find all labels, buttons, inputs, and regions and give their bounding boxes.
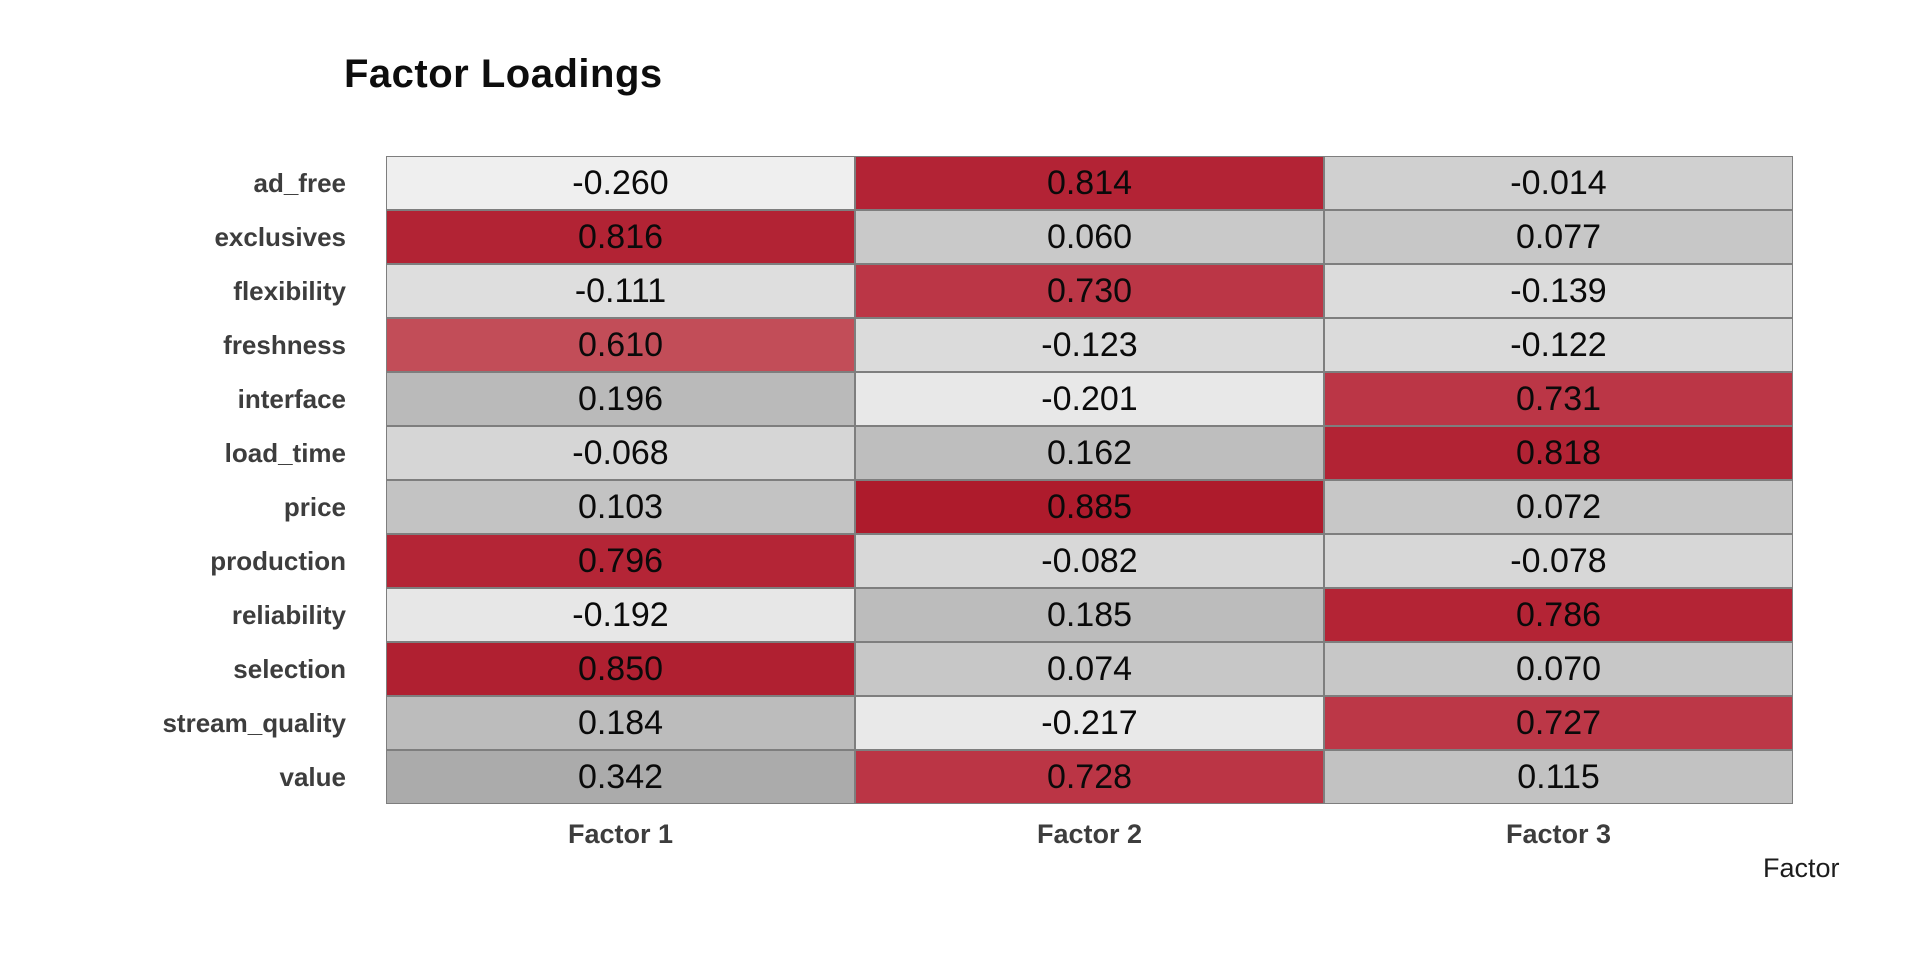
row-label: price [283,492,346,522]
heatmap-cell: -0.217 [855,696,1324,750]
heatmap-grid: -0.260 0.814 -0.014 0.816 0.060 0.077 -0.111 0.… [386,156,1793,804]
heatmap-cell: -0.139 [1324,264,1793,318]
heatmap-cell: 0.816 [386,210,855,264]
heatmap-cell: 0.731 [1324,372,1793,426]
heatmap-cell: 0.814 [855,156,1324,210]
row-label: load_time [224,438,346,468]
row-label: value [279,762,347,792]
heatmap-cell: 0.185 [855,588,1324,642]
chart-title: Factor Loadings [344,52,663,96]
row-labels: ad_free exclusives flexibility freshness int… [0,156,366,804]
heatmap-cell: 0.728 [855,750,1324,804]
heatmap-cell: 0.818 [1324,426,1793,480]
column-header: Factor 1 [567,819,674,849]
column-header: Factor 3 [1505,819,1612,849]
heatmap-cell: -0.123 [855,318,1324,372]
column-header: Factor 2 [1036,819,1143,849]
heatmap-cell: -0.201 [855,372,1324,426]
heatmap-cell: -0.082 [855,534,1324,588]
heatmap-cell: 0.796 [386,534,855,588]
heatmap-cell: 0.103 [386,480,855,534]
row-label: stream_quality [162,708,346,738]
heatmap-cell: 0.162 [855,426,1324,480]
row-label: production [210,546,346,576]
row-label: freshness [223,330,346,360]
heatmap-cell: 0.786 [1324,588,1793,642]
heatmap-cell: -0.014 [1324,156,1793,210]
row-label: selection [233,654,346,684]
heatmap-cell: 0.196 [386,372,855,426]
heatmap-cell: -0.260 [386,156,855,210]
heatmap-cell: -0.068 [386,426,855,480]
heatmap-cell: 0.342 [386,750,855,804]
heatmap-cell: 0.885 [855,480,1324,534]
row-label: reliability [231,600,346,630]
row-label: exclusives [214,222,346,252]
heatmap-cell: 0.184 [386,696,855,750]
heatmap-cell: -0.078 [1324,534,1793,588]
heatmap-cell: 0.074 [855,642,1324,696]
heatmap-cell: 0.727 [1324,696,1793,750]
heatmap-cell: 0.730 [855,264,1324,318]
row-label: ad_free [253,168,347,198]
row-label: flexibility [233,276,346,306]
heatmap-cell: 0.115 [1324,750,1793,804]
heatmap-cell: -0.122 [1324,318,1793,372]
x-axis-label: Factor [1763,853,1840,883]
heatmap-cell: 0.072 [1324,480,1793,534]
column-headers: Factor 1 Factor 2 Factor 3 [386,812,1793,856]
heatmap-cell: -0.111 [386,264,855,318]
heatmap-cell: 0.850 [386,642,855,696]
heatmap-cell: 0.077 [1324,210,1793,264]
heatmap-cell: -0.192 [386,588,855,642]
row-label: interface [237,384,346,414]
heatmap-cell: 0.610 [386,318,855,372]
heatmap-cell: 0.070 [1324,642,1793,696]
heatmap-cell: 0.060 [855,210,1324,264]
